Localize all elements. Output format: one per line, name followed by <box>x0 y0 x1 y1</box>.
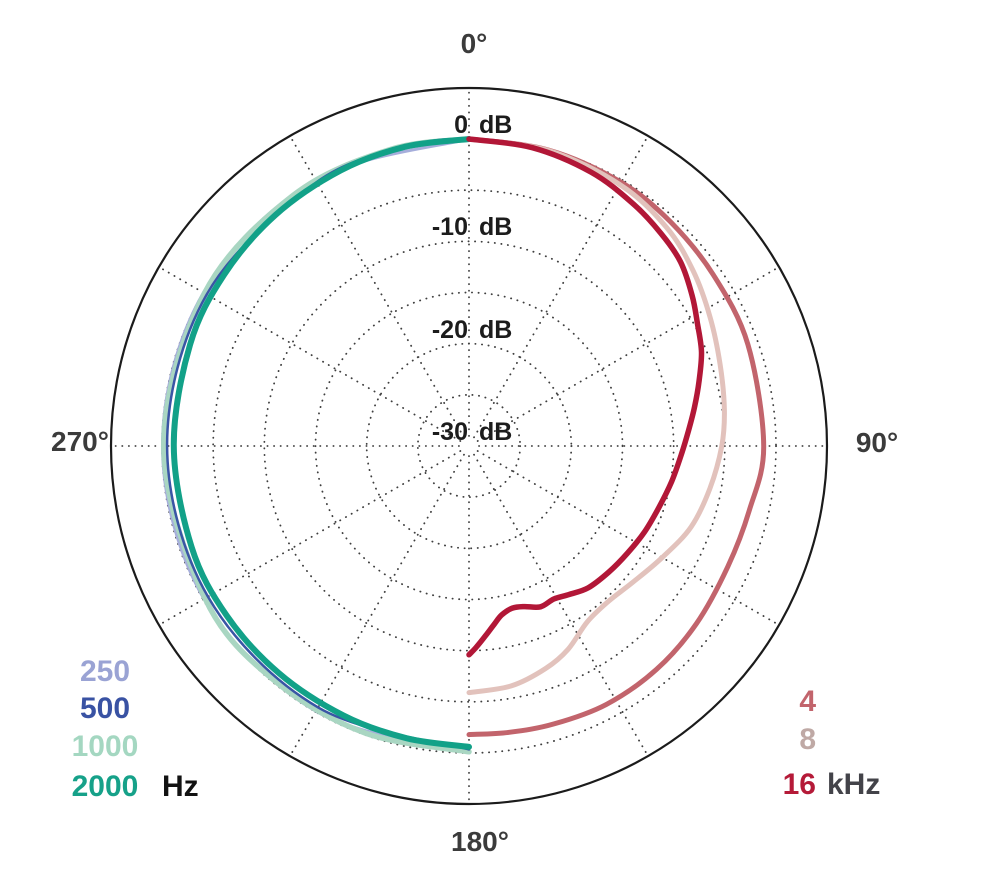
legend-label: 2000 <box>71 770 139 803</box>
legend-item-8khz: 8 <box>740 720 816 760</box>
grid-spoke-150deg <box>473 453 648 756</box>
curve-1000hz <box>161 136 472 755</box>
angle-label-0deg: 0° <box>460 28 488 59</box>
curve-16000hz <box>466 136 705 658</box>
curve-4000hz <box>466 136 767 738</box>
legend-label: 500 <box>79 692 131 725</box>
legend-item-500hz: 500 <box>57 689 153 729</box>
grid-ring--20db <box>365 342 573 550</box>
radial-label-unit: dB <box>479 213 513 242</box>
angle-label-270deg: 270° <box>51 426 109 457</box>
outer-circle <box>109 86 829 806</box>
legend-item-4khz: 4 <box>740 682 816 722</box>
curve-8000hz <box>466 136 727 696</box>
grid-spoke-120deg <box>476 450 779 625</box>
grid-ring--5db <box>212 189 726 703</box>
legend-label: 4 <box>799 685 816 718</box>
curve-2000hz <box>170 136 472 750</box>
radial-label-value: -20 <box>431 315 468 344</box>
radial-label-unit: dB <box>479 111 513 139</box>
legend-item-16khz: 16 kHz <box>740 765 881 805</box>
grid-ring--15db <box>314 291 624 601</box>
radial-label-unit: dB <box>479 315 513 344</box>
radial-label-value: -10 <box>431 213 468 242</box>
legend-item-2000hz: 2000 Hz <box>57 767 199 807</box>
legend-label: 16 <box>782 768 816 801</box>
legend-unit-khz: kHz <box>827 768 881 801</box>
legend-label: 250 <box>79 655 131 688</box>
legend-label: 8 <box>799 723 816 756</box>
legend-item-1000hz: 1000 <box>57 727 153 767</box>
radial-label-value: -30 <box>431 418 468 446</box>
legend-unit-hz: Hz <box>162 770 199 803</box>
angle-label-180deg: 180° <box>451 826 509 857</box>
radial-label-unit: dB <box>479 418 513 446</box>
radial-label-value: 0 <box>454 111 468 139</box>
legend-label: 1000 <box>71 730 139 763</box>
grid-ring--25db <box>416 393 522 499</box>
grid-ring--10db <box>263 240 675 652</box>
grid-spoke-60deg <box>476 267 779 442</box>
legend-item-250hz: 250 <box>57 652 153 692</box>
angle-label-90deg: 90° <box>855 427 899 458</box>
